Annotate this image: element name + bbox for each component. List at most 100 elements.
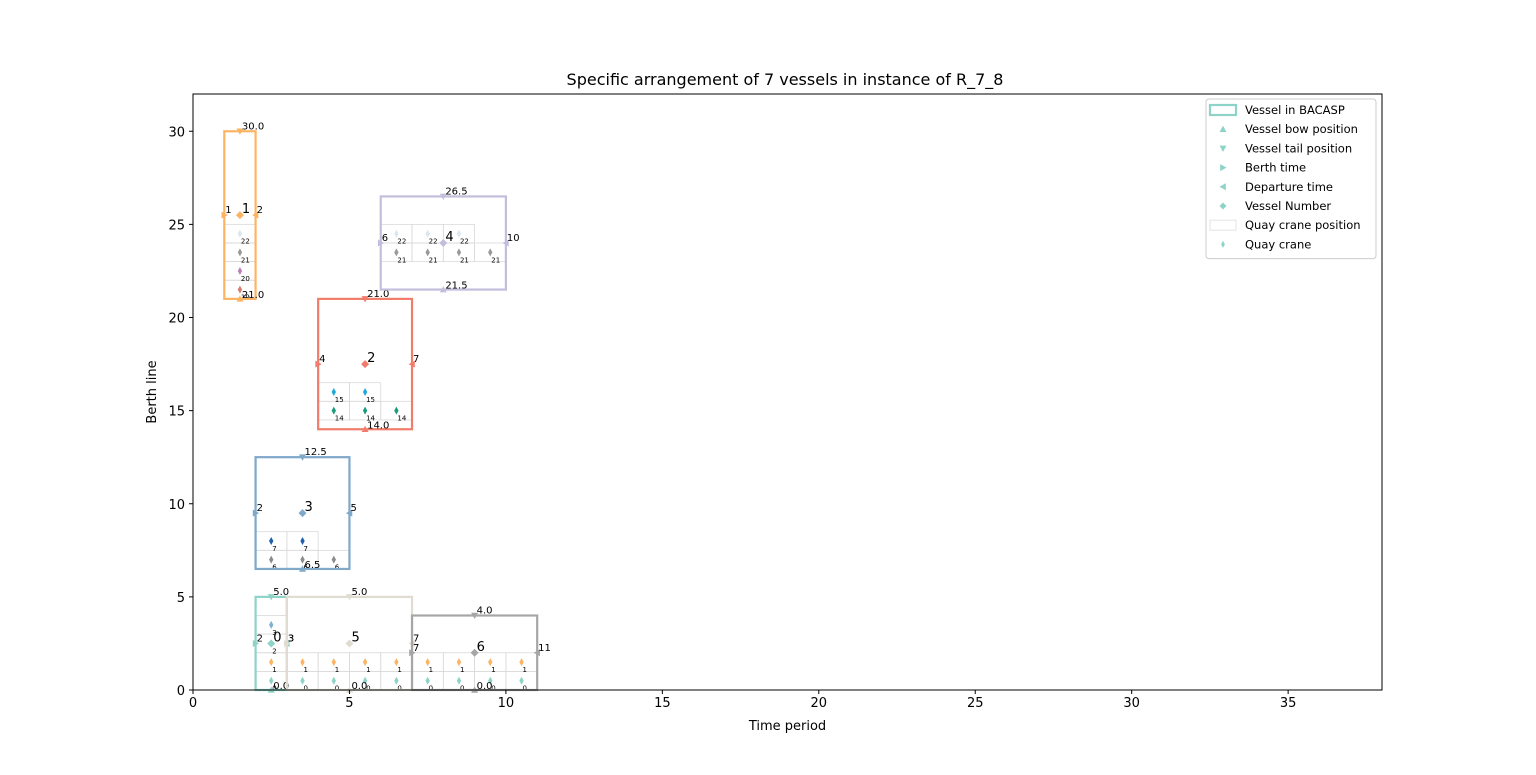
quay-crane-number: 14 (397, 415, 406, 423)
legend-label: Quay crane (1245, 237, 1311, 251)
legend-item: Vessel in BACASP (1208, 103, 1345, 117)
vessel-bottom-label: 21.5 (445, 281, 467, 292)
x-tick-label: 25 (967, 696, 984, 711)
quay-crane-marker (394, 229, 399, 238)
quay-crane-number: 22 (241, 238, 250, 246)
x-tick-label: 30 (1123, 696, 1140, 711)
y-tick-label: 5 (177, 591, 185, 606)
legend-item: Departure time (1219, 180, 1333, 194)
vessel-end-label: 2 (257, 205, 263, 216)
vessel-number-label: 2 (367, 351, 375, 366)
vessel-top-label: 21.0 (367, 289, 389, 300)
quay-crane-marker (456, 229, 462, 238)
quay-crane-marker (456, 248, 462, 257)
quay-crane-cell (286, 531, 319, 551)
quay-crane-marker (456, 676, 462, 685)
quay-crane-number: 1 (397, 666, 401, 674)
quay-crane-marker (300, 676, 305, 685)
vessel-end-label: 11 (538, 643, 551, 654)
departure-time-marker (408, 360, 415, 368)
vessel-tail-marker (361, 296, 369, 303)
quay-crane-marker (394, 676, 399, 685)
vessel-tail-marker (236, 128, 244, 135)
quay-crane-marker (237, 266, 243, 275)
quay-crane-number: 6 (335, 564, 340, 572)
legend-swatch (1220, 164, 1227, 172)
vessel-number-marker (298, 509, 307, 518)
legend-item: Berth time (1220, 161, 1306, 175)
quay-crane-marker (488, 248, 493, 257)
vessel-end-label: 5 (350, 503, 356, 514)
legend-swatch (1221, 240, 1225, 248)
legend: Vessel in BACASP Vessel bow position Vesse… (1205, 98, 1377, 260)
quay-crane-number: 22 (397, 238, 406, 246)
vessel-number-label: 3 (305, 500, 313, 515)
vessel-tail-marker (345, 594, 353, 601)
quay-crane-number: 21 (429, 256, 438, 264)
vessel-tail-marker (267, 594, 275, 601)
legend-label: Vessel Number (1245, 199, 1331, 213)
quay-crane-marker (488, 658, 493, 667)
quay-crane-number: 1 (335, 666, 339, 674)
vessel-bottom-label: 21.0 (242, 290, 264, 301)
quay-crane-number: 1 (366, 666, 370, 674)
quay-crane-number: 19 (241, 294, 250, 302)
quay-crane-number: 21 (491, 256, 500, 264)
legend-label: Vessel in BACASP (1245, 103, 1345, 117)
departure-time-marker (502, 239, 509, 247)
quay-crane-marker (362, 658, 368, 667)
vessel-top-label: 5.0 (351, 587, 367, 598)
vessel-bow-marker (439, 286, 447, 293)
quay-crane-marker (269, 537, 274, 545)
quay-crane-marker (425, 676, 430, 685)
quay-crane-number: 1 (491, 666, 495, 674)
legend-label: Departure time (1245, 180, 1333, 194)
quay-crane-number: 15 (335, 396, 344, 404)
vessel-tail-marker (471, 612, 479, 619)
vessel-number-label: 4 (445, 230, 453, 245)
vessel-top-label: 26.5 (445, 186, 467, 197)
vessel-number-marker (470, 648, 479, 657)
quay-crane-number: 1 (523, 666, 527, 674)
vessel-top-label: 30.0 (242, 121, 264, 132)
departure-time-marker (345, 509, 353, 517)
quay-crane-number: 0 (397, 685, 401, 693)
legend-label: Vessel tail position (1245, 141, 1352, 155)
legend-item: Quay crane position (1209, 218, 1361, 232)
vessel-number-label: 6 (477, 640, 485, 655)
vessel-number-marker (235, 211, 244, 220)
quay-crane-number: 0 (366, 685, 370, 693)
vessel-top-label: 12.5 (305, 447, 327, 458)
quay-crane-number: 6 (272, 564, 277, 572)
vessel-bottom-label: 0.0 (273, 681, 289, 692)
quay-crane-number: 1 (272, 666, 276, 674)
vessel-end-label: 7 (413, 354, 419, 365)
legend-item: Vessel tail position (1219, 141, 1352, 155)
quay-crane-marker (269, 620, 274, 629)
quay-crane-number: 1 (429, 666, 433, 674)
vessel-top-label: 5.0 (273, 587, 289, 598)
legend-label: Quay crane position (1245, 218, 1361, 232)
quay-crane-number: 21 (397, 256, 406, 264)
departure-time-marker (252, 211, 259, 219)
quay-crane-marker (269, 676, 274, 685)
x-tick-label: 15 (654, 696, 671, 711)
berth-time-marker (284, 639, 291, 647)
y-tick-label: 25 (168, 218, 185, 233)
legend-swatch (1219, 183, 1226, 191)
quay-crane-number: 6 (304, 564, 309, 572)
vessel-start-label: 6 (382, 233, 388, 244)
vessel-end-label: 3 (288, 633, 294, 644)
quay-crane-marker (269, 658, 274, 667)
quay-crane-number: 22 (460, 238, 469, 246)
x-tick-label: 0 (189, 696, 197, 711)
legend-swatch (1208, 103, 1238, 117)
quay-crane-number: 14 (366, 415, 375, 423)
quay-crane-number: 15 (366, 396, 375, 404)
quay-crane-marker (362, 676, 368, 685)
quay-crane-marker (425, 229, 430, 238)
plot-frame (192, 93, 1383, 691)
